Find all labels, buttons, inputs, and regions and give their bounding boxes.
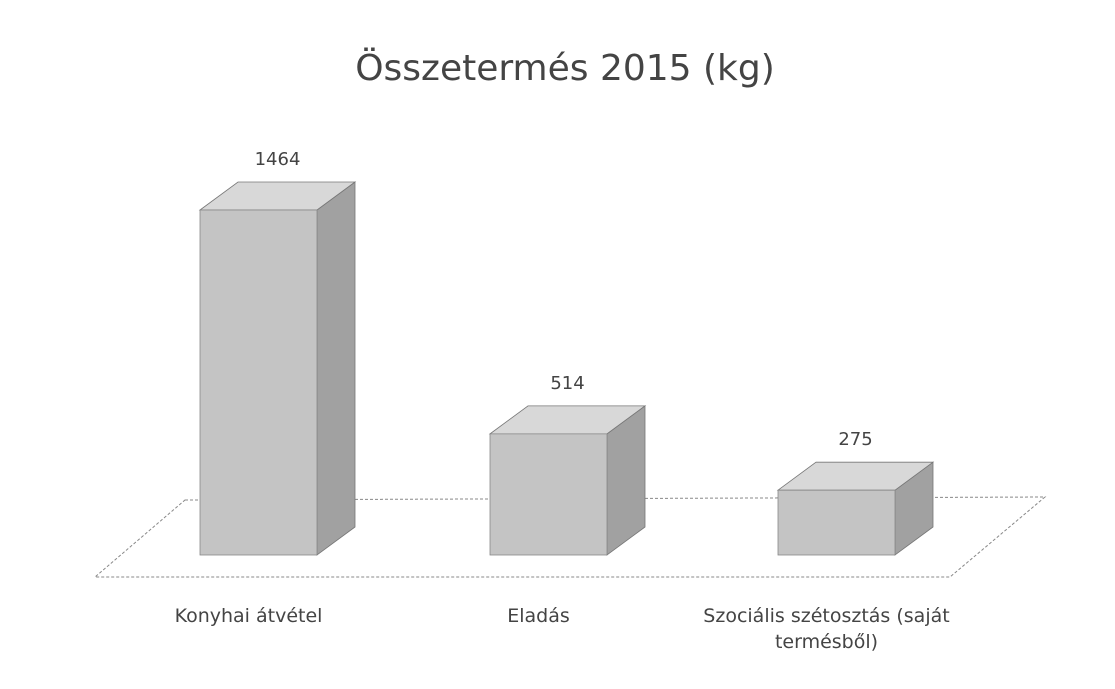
data-label: 275 xyxy=(838,429,872,450)
bar xyxy=(489,433,608,556)
data-label: 514 xyxy=(550,373,584,394)
chart-title: Összetermés 2015 (kg) xyxy=(355,47,775,89)
x-tick-label: Szociális szétosztás (saját termésből) xyxy=(703,605,950,653)
x-tick-label: Konyhai átvétel xyxy=(174,605,323,627)
bar xyxy=(199,209,318,556)
x-tick-label: Eladás xyxy=(507,605,570,627)
data-label: 1464 xyxy=(255,149,301,170)
bar-side xyxy=(316,181,356,556)
bar xyxy=(777,489,896,556)
